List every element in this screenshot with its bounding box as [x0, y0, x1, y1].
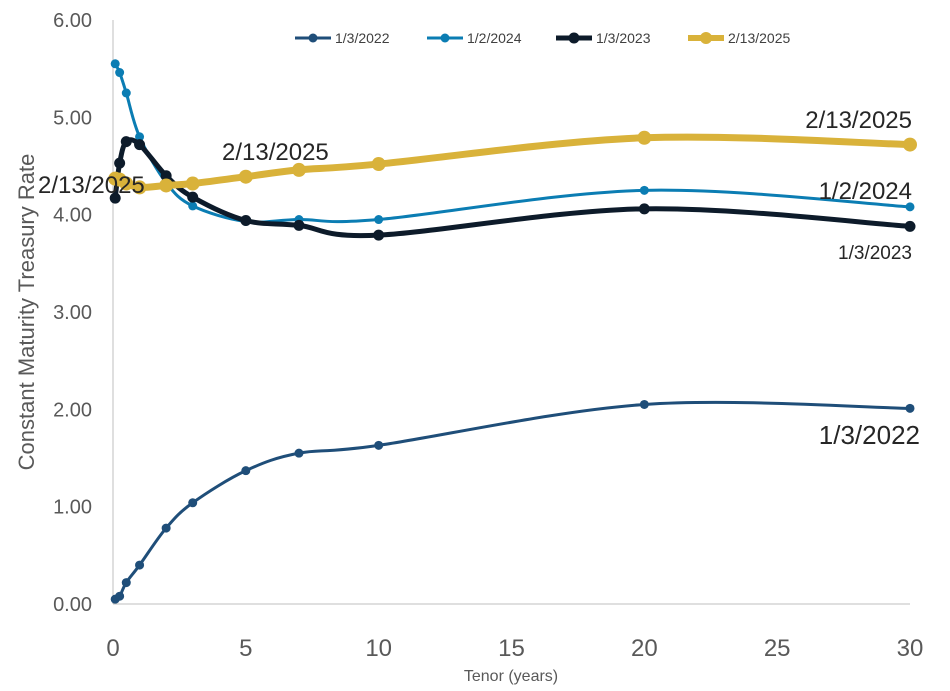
data-point: [238, 169, 253, 184]
y-tick-label: 2.00: [53, 399, 92, 421]
data-point: [109, 192, 121, 204]
x-tick-labels: 0 5 10 15 20 25 30: [106, 635, 923, 662]
data-point: [240, 215, 252, 227]
series-2: [109, 136, 916, 241]
data-point: [637, 130, 652, 145]
data-point: [132, 180, 147, 195]
legend-item-1-2-2024: 1/2/2024: [427, 30, 522, 46]
legend-label-4: 2/13/2025: [728, 30, 790, 46]
y-tick-label: 1.00: [53, 497, 92, 519]
data-point: [905, 202, 915, 212]
data-point: [135, 132, 145, 142]
data-point: [904, 220, 916, 232]
data-point: [188, 201, 198, 211]
data-point: [115, 591, 125, 601]
x-axis-title: Tenor (years): [464, 668, 558, 685]
data-point: [114, 157, 126, 169]
data-point: [371, 157, 386, 172]
y-tick-label: 4.00: [53, 205, 92, 227]
x-tick-label: 25: [764, 635, 791, 662]
data-point: [639, 399, 649, 409]
annotation-2025-right: 2/13/2025: [805, 107, 912, 134]
data-point: [638, 203, 650, 215]
x-tick-label: 30: [897, 635, 924, 662]
legend-item-1-3-2022: 1/3/2022: [295, 30, 390, 46]
y-tick-label: 0.00: [53, 594, 92, 616]
data-point: [374, 215, 384, 225]
data-point: [135, 560, 145, 570]
x-tick-label: 0: [106, 635, 119, 662]
x-tick-label: 10: [365, 635, 392, 662]
data-point: [161, 523, 171, 533]
data-point: [241, 466, 251, 476]
legend-label-2: 1/2/2024: [467, 30, 522, 46]
series-3: [108, 130, 917, 195]
data-point: [293, 219, 305, 231]
data-point: [134, 139, 146, 151]
data-point: [121, 88, 131, 98]
annotation-2024-right: 1/2/2024: [819, 178, 912, 205]
x-tick-label: 15: [498, 635, 525, 662]
annotation-2022-right: 1/3/2022: [819, 420, 920, 450]
y-tick-label: 3.00: [53, 302, 92, 324]
annotation-2025-left: 2/13/2025: [38, 172, 145, 199]
data-point: [187, 191, 199, 203]
annotation-2023-right: 1/3/2023: [838, 243, 912, 264]
data-point: [374, 440, 384, 450]
x-tick-label: 20: [631, 635, 658, 662]
series-layer: [108, 59, 917, 604]
data-point: [639, 185, 649, 195]
data-point: [120, 136, 132, 148]
y-tick-labels: 0.00 1.00 2.00 3.00 4.00 5.00 6.00: [53, 10, 92, 616]
series-line: [113, 400, 912, 601]
data-point: [188, 498, 198, 508]
data-point: [294, 448, 304, 458]
legend-label-1: 1/3/2022: [335, 30, 390, 46]
x-tick-label: 5: [239, 635, 252, 662]
y-axis-title: Constant Maturity Treasury Rate: [14, 154, 39, 471]
data-point: [121, 578, 131, 588]
data-point: [159, 178, 174, 193]
legend-item-2-13-2025: 2/13/2025: [688, 30, 790, 46]
series-0: [110, 399, 915, 604]
data-point: [110, 59, 120, 69]
data-point: [291, 162, 306, 177]
annotation-2025-mid: 2/13/2025: [222, 139, 329, 166]
y-tick-label: 6.00: [53, 10, 92, 32]
legend-item-1-3-2023: 1/3/2023: [556, 30, 651, 46]
y-tick-label: 5.00: [53, 107, 92, 129]
data-point: [115, 68, 125, 78]
data-point: [160, 170, 172, 182]
legend: 1/3/2022 1/2/2024 1/3/2023 2/13/2025: [295, 30, 790, 46]
data-point: [905, 403, 915, 413]
legend-label-3: 1/3/2023: [596, 30, 651, 46]
data-point: [119, 176, 134, 191]
data-point: [373, 229, 385, 241]
data-point: [903, 137, 917, 152]
data-point: [185, 176, 200, 191]
